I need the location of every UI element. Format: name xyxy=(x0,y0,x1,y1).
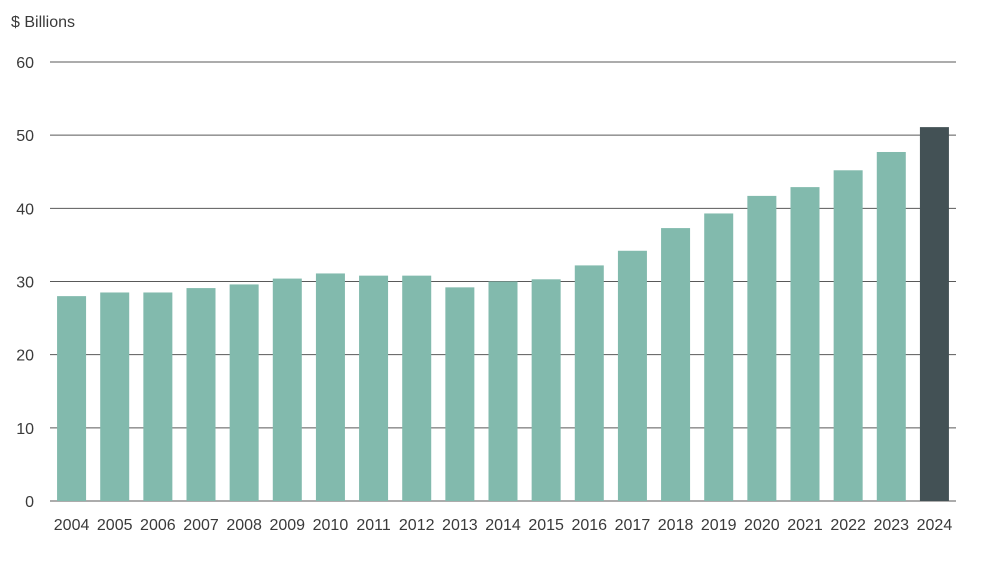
bar-2019 xyxy=(704,213,734,501)
x-tick-label: 2008 xyxy=(226,517,262,534)
x-tick-label: 2021 xyxy=(787,517,823,534)
bar-2017 xyxy=(617,250,647,501)
bar-2022 xyxy=(833,170,863,501)
bar-2012 xyxy=(402,275,432,501)
x-tick-label: 2010 xyxy=(313,517,349,534)
x-tick-label: 2014 xyxy=(485,517,521,534)
x-tick-label: 2004 xyxy=(54,517,90,534)
x-tick-label: 2005 xyxy=(97,517,133,534)
x-tick-label: 2023 xyxy=(873,517,909,534)
bar-2024 xyxy=(919,127,949,501)
y-axis-unit-label: $ Billions xyxy=(11,14,75,31)
bar-2007 xyxy=(186,288,216,501)
y-tick-label: 30 xyxy=(16,275,34,292)
bar-2023 xyxy=(876,151,906,501)
x-tick-label: 2017 xyxy=(615,517,651,534)
bar-2021 xyxy=(790,187,820,502)
x-tick-label: 2011 xyxy=(356,517,391,534)
bar-2011 xyxy=(359,275,389,501)
x-tick-label: 2006 xyxy=(140,517,176,534)
y-tick-label: 0 xyxy=(25,494,34,511)
x-tick-label: 2024 xyxy=(917,517,953,534)
bar-2008 xyxy=(229,284,259,501)
x-axis-ticks: 2004 2005 2006 2007 2008 2009 2010 2011 2012 2013… xyxy=(54,517,953,534)
bar-2014 xyxy=(488,281,518,501)
x-tick-label: 2016 xyxy=(571,517,607,534)
x-tick-label: 2015 xyxy=(528,517,564,534)
bar-2018 xyxy=(661,228,691,502)
bars xyxy=(57,127,949,502)
bar-2006 xyxy=(143,292,173,501)
x-tick-label: 2007 xyxy=(183,517,219,534)
bar-2020 xyxy=(747,195,777,501)
y-tick-label: 10 xyxy=(16,421,34,438)
bar-2005 xyxy=(100,292,130,501)
x-tick-label: 2009 xyxy=(269,517,305,534)
x-tick-label: 2012 xyxy=(399,517,435,534)
x-tick-label: 2019 xyxy=(701,517,737,534)
bar-2016 xyxy=(574,265,604,501)
x-tick-label: 2020 xyxy=(744,517,780,534)
x-tick-label: 2013 xyxy=(442,517,478,534)
bar-2013 xyxy=(445,287,475,501)
bar-2015 xyxy=(531,279,561,501)
y-axis-ticks: 0 10 20 30 40 50 60 xyxy=(16,55,34,511)
x-tick-label: 2022 xyxy=(830,517,866,534)
bar-2004 xyxy=(57,296,87,501)
y-tick-label: 40 xyxy=(16,201,34,218)
bar-2009 xyxy=(272,278,302,501)
bar-2010 xyxy=(315,273,345,501)
x-tick-label: 2018 xyxy=(658,517,694,534)
y-tick-label: 50 xyxy=(16,128,34,145)
y-tick-label: 60 xyxy=(16,55,34,72)
y-tick-label: 20 xyxy=(16,348,34,365)
